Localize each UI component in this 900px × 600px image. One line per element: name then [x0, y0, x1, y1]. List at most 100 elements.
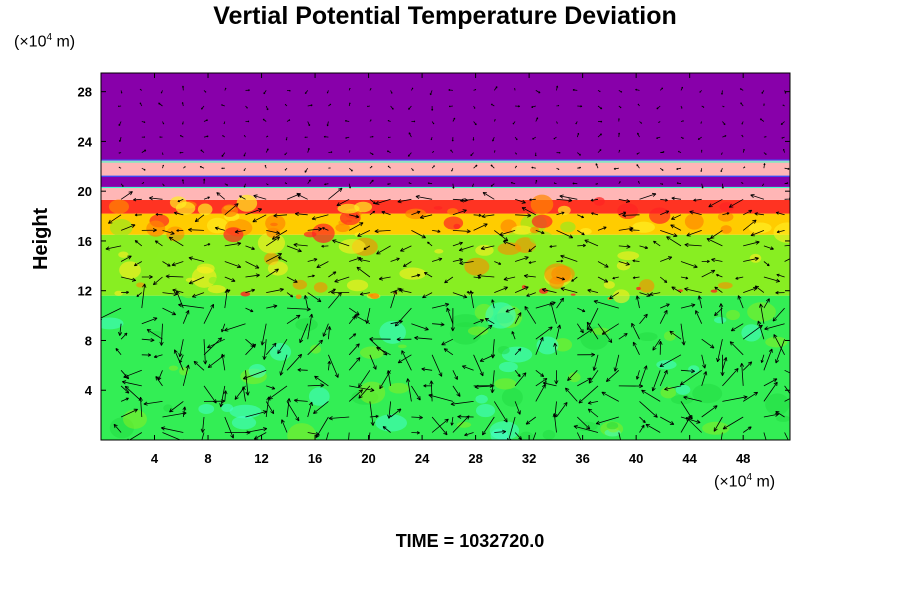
wind-vector-469 [526, 292, 536, 297]
wind-vector-666 [699, 90, 702, 93]
wind-vector-194 [286, 276, 298, 283]
wind-vector-249 [323, 135, 329, 138]
wind-vector-586 [632, 259, 640, 263]
wind-vector-80 [171, 261, 184, 267]
field-patch-68 [536, 336, 559, 355]
field-patch-151 [311, 223, 335, 243]
wind-vector-157 [243, 134, 246, 138]
wind-vector-462 [535, 384, 546, 402]
wind-vector-214 [299, 323, 309, 344]
wind-vector-583 [635, 295, 640, 309]
wind-vector-691 [722, 416, 744, 430]
wind-vector-613 [660, 198, 668, 202]
wind-vector-482 [535, 90, 541, 94]
wind-vector-721 [763, 298, 770, 309]
wind-vector-296 [369, 119, 372, 122]
wind-vector-164 [266, 385, 276, 390]
wind-vector-694 [742, 361, 753, 371]
wind-vector-5 [115, 348, 122, 356]
wind-vector-29 [141, 337, 155, 343]
wind-vector-131 [224, 183, 229, 186]
wind-vector-11 [120, 255, 132, 262]
wind-vector-273 [344, 120, 350, 122]
wind-vector-174 [266, 230, 281, 235]
field-patch-95 [338, 238, 366, 254]
wind-vector-425 [494, 261, 502, 265]
wind-vector-163 [265, 401, 275, 415]
wind-vector-229 [304, 90, 309, 95]
field-patch-161 [223, 227, 244, 243]
wind-vector-466 [535, 326, 553, 340]
wind-vector-31 [141, 283, 147, 309]
field-patch-76 [166, 226, 185, 242]
wind-vector-521 [559, 194, 578, 200]
wind-vector-649 [701, 354, 707, 369]
wind-vector-381 [452, 229, 471, 234]
wind-vector-118 [219, 385, 226, 408]
wind-vector-125 [224, 276, 236, 282]
wind-vector-675 [714, 307, 723, 317]
x-axis-unit: (×104 m) [714, 472, 776, 491]
wind-vector-385 [451, 168, 454, 172]
field-patch-23 [248, 364, 266, 378]
wind-vector-67 [158, 102, 163, 107]
wind-vector-211 [297, 368, 308, 372]
wind-vector-667 [720, 432, 723, 440]
wind-vector-753 [784, 167, 790, 170]
wind-vector-452 [514, 198, 526, 204]
wind-vector-279 [358, 385, 371, 399]
wind-vector-724 [763, 261, 770, 267]
wind-vector-619 [656, 105, 661, 110]
field-patch-16 [518, 431, 534, 440]
field-patch-33 [497, 345, 510, 355]
wind-vector-602 [651, 370, 661, 392]
wind-vector-716 [763, 378, 778, 387]
wind-vector-732 [763, 136, 767, 138]
field-patch-27 [123, 409, 147, 429]
wind-vector-366 [431, 105, 434, 111]
wind-vector-639 [677, 150, 682, 153]
wind-vector-648 [679, 369, 702, 386]
wind-vector-426 [480, 245, 495, 251]
wind-vector-84 [177, 198, 184, 203]
wind-vector-443 [511, 331, 516, 340]
wind-vector-562 [612, 276, 619, 280]
wind-vector-733 [759, 118, 765, 122]
field-layer-0 [101, 295, 790, 440]
wind-vector-543 [591, 212, 599, 216]
wind-vector-500 [556, 167, 560, 170]
wind-vector-735 [761, 90, 765, 94]
wind-vector-250 [326, 121, 329, 127]
field-patch-39 [310, 344, 322, 354]
wind-vector-160 [245, 89, 250, 92]
wind-vector-516 [571, 276, 578, 282]
wind-vector-185 [286, 398, 291, 418]
field-layer-7 [101, 73, 790, 161]
field-patch-181 [710, 289, 718, 293]
wind-vector-206 [286, 89, 291, 92]
wind-vector-315 [387, 183, 391, 185]
wind-vector-121 [206, 338, 225, 349]
wind-vector-734 [763, 103, 765, 107]
wind-vector-112 [203, 119, 208, 122]
wind-vector-741 [773, 334, 785, 355]
field-patch-56 [656, 359, 677, 370]
wind-vector-579 [635, 370, 640, 380]
wind-vector-76 [182, 310, 190, 324]
wind-vector-389 [448, 105, 453, 108]
field-patch-156 [108, 199, 130, 214]
wind-vector-507 [577, 416, 591, 430]
wind-vector-79 [165, 274, 184, 279]
wind-vector-549 [597, 120, 603, 123]
wind-vector-582 [639, 313, 648, 324]
wind-vector-386 [450, 149, 454, 153]
wind-vector-178 [264, 164, 267, 169]
wind-vector-722 [754, 285, 765, 293]
wind-vector-447 [503, 276, 516, 281]
wind-vector-318 [387, 136, 391, 139]
y-tick-label-4: 20 [78, 184, 92, 199]
field-patch-54 [168, 365, 179, 371]
wind-vector-665 [701, 105, 705, 108]
wind-vector-370 [428, 393, 454, 402]
wind-vector-481 [531, 105, 536, 108]
